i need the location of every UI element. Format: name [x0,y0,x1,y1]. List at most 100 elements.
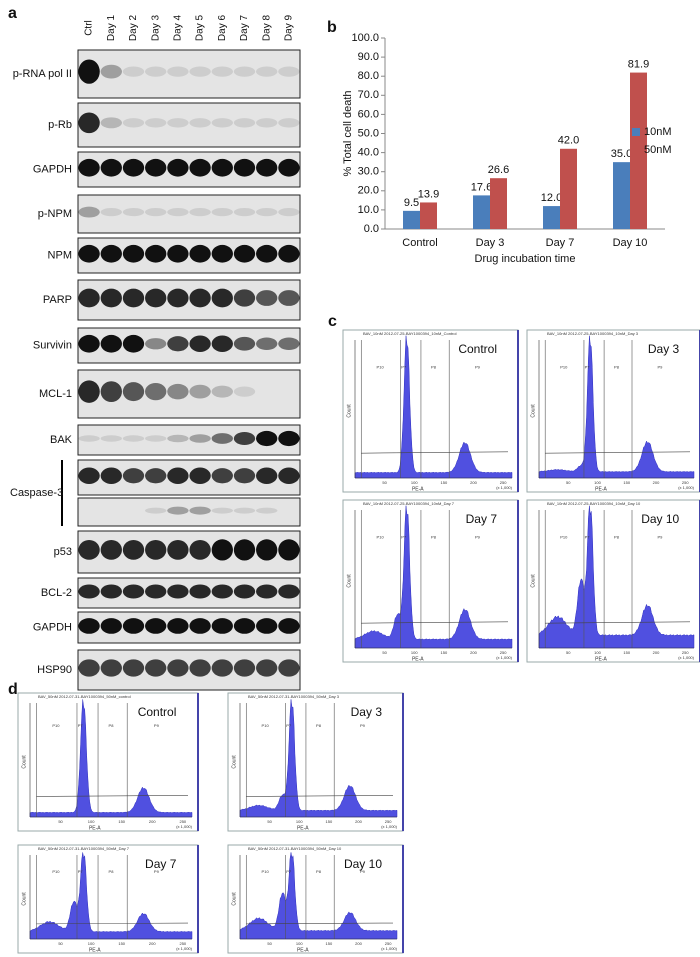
flow-x-tick: 200 [470,650,477,655]
gate-line [545,621,691,624]
flow-x-tick: 100 [296,941,303,946]
band [145,244,167,263]
flow-x-tick: 250 [682,480,689,485]
gate-label: P8 [109,869,115,874]
band [167,540,189,560]
protein-label: Survivin [33,339,72,351]
flow-x-unit: (x 1,000) [176,824,192,829]
band [189,434,211,443]
flow-x-tick: 50 [382,650,387,655]
band [78,659,100,677]
band [167,336,189,352]
band [78,244,100,263]
band [122,540,145,560]
band [278,337,300,351]
flow-x-tick: 100 [411,480,418,485]
gate-label: P10 [560,365,568,370]
gate-label: P8 [614,535,620,540]
band [278,244,300,263]
bar [560,148,577,229]
flow-x-unit: (x 1,000) [678,485,694,490]
bar [543,206,560,229]
band [211,288,233,308]
band [167,66,189,77]
band [189,584,211,599]
protein-label: Caspase-3 [10,487,63,499]
gate-label: P8 [431,365,437,370]
flow-x-tick: 150 [623,650,630,655]
x-tick-label: Day 10 [613,237,648,249]
band [78,112,100,134]
flow-header: BAV_10nM 2012-07-25-BAY1000394_10nM_Cont… [363,331,457,336]
band [189,618,211,634]
band [122,244,145,263]
value-label: 26.6 [488,164,509,176]
band [256,430,278,447]
x-tick-label: Day 7 [546,237,575,249]
gate-label: P7 [286,869,292,874]
gate-label: P7 [585,535,591,540]
band [189,66,211,77]
band [278,208,300,217]
flow-x-tick: 50 [58,941,63,946]
flow-x-unit: (x 1,000) [678,655,694,660]
histogram [29,852,193,940]
band [78,288,100,308]
blot [77,194,301,234]
flow-x-unit: (x 1,000) [381,946,397,951]
flow-x-tick: 250 [385,941,392,946]
flow-x-label: PE-A [595,656,607,662]
gate-label: P7 [78,723,84,728]
histogram [538,505,695,649]
band [167,158,189,177]
legend-label: 50nM [644,144,672,156]
gate-label: P10 [560,535,568,540]
lane-label: Day 9 [284,15,295,42]
gate-line [36,795,189,797]
bar [473,195,490,229]
band [189,506,211,515]
band [78,467,100,484]
gate-line [361,621,509,624]
value-label: 17.6 [471,181,492,193]
band [145,618,167,634]
y-tick-label: 20.0 [358,185,379,197]
flow-x-tick: 150 [441,480,448,485]
gate-label: P9 [154,723,160,728]
flow-title: Control [138,705,177,719]
flow-x-tick: 200 [149,941,156,946]
band [122,66,145,77]
band [145,540,167,560]
gate-label: P9 [475,365,481,370]
flow-frame [342,329,519,493]
panel-label: b [327,19,337,36]
band [256,244,278,263]
gate-label: P10 [377,535,385,540]
histogram [29,699,193,818]
y-tick-label: 70.0 [358,89,379,101]
band [278,430,300,447]
flow-y-label: Count [231,892,237,906]
band [189,659,211,677]
band [256,584,278,599]
band [211,158,233,177]
band [189,244,211,263]
histogram [239,699,398,818]
y-axis-label: % Total cell death [342,90,354,176]
flow-x-label: PE-A [297,947,309,953]
flow-x-label: PE-A [412,486,424,492]
band [211,507,233,514]
band [145,382,167,401]
y-tick-label: 0.0 [364,223,379,235]
lane-label: Ctrl [84,20,95,36]
gate-label: P10 [52,869,60,874]
gate-label: P7 [401,535,407,540]
band [167,208,189,217]
band [122,208,145,217]
flow-x-unit: (x 1,000) [176,946,192,951]
gate-label: P8 [316,723,322,728]
band [211,335,233,352]
value-label: 13.9 [418,188,439,200]
band [122,382,145,402]
flow-title: Day 3 [351,705,383,719]
